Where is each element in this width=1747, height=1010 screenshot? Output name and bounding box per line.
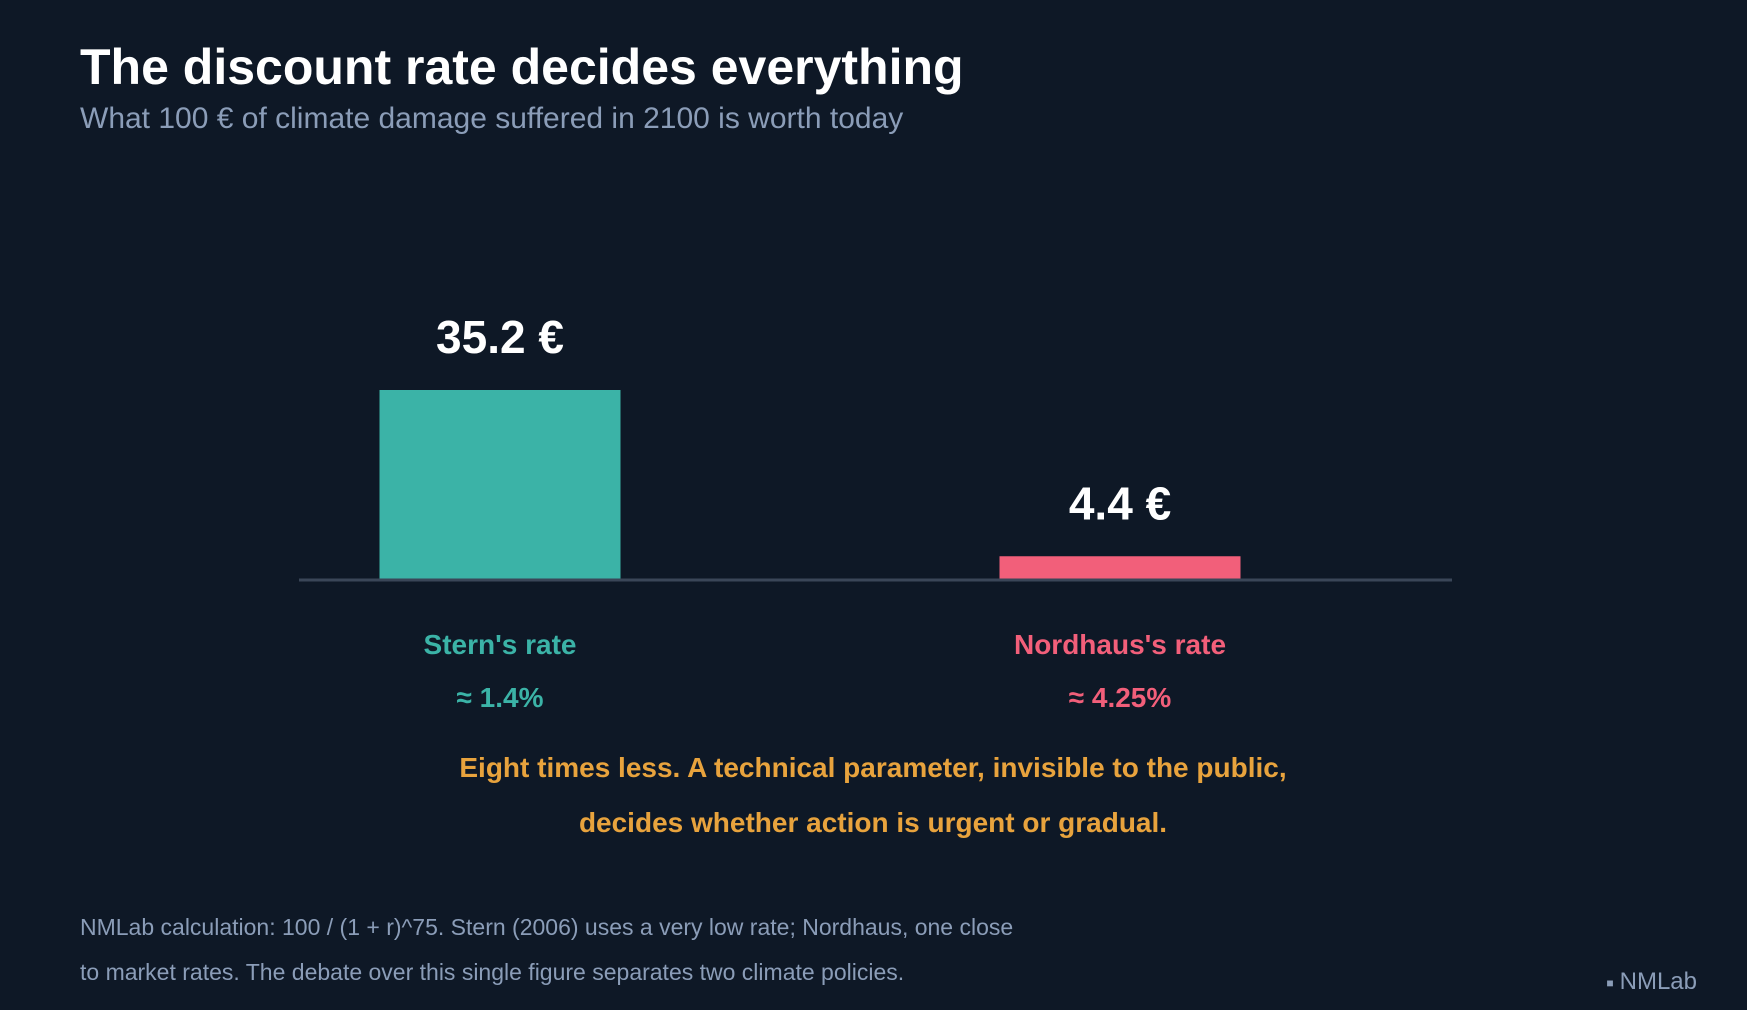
rate-label-nordhaus: ≈ 4.25% xyxy=(1068,682,1172,713)
footnote-line-1: NMLab calculation: 100 / (1 + r)^75. Ste… xyxy=(80,914,1014,940)
brand-name: NMLab xyxy=(1619,968,1697,995)
footnote: NMLab calculation: 100 / (1 + r)^75. Ste… xyxy=(80,905,1013,995)
bar-stern xyxy=(379,390,621,580)
bar-nordhaus xyxy=(999,556,1241,580)
bar-value-label-nordhaus: 4.4 € xyxy=(1069,477,1171,529)
square-bullet-icon: ■ xyxy=(1606,975,1614,990)
footnote-line-2: to market rates. The debate over this si… xyxy=(80,959,905,985)
brand-mark: ■ NMLab xyxy=(1606,968,1697,996)
bar-value-label-stern: 35.2 € xyxy=(436,311,564,363)
rate-label-stern: ≈ 1.4% xyxy=(456,682,544,713)
chart-subtitle: What 100 € of climate damage suffered in… xyxy=(80,102,904,135)
callout-text: Eight times less. A technical parameter,… xyxy=(273,740,1473,850)
category-label-nordhaus: Nordhaus's rate xyxy=(1013,629,1227,660)
callout-line-2: decides whether action is urgent or grad… xyxy=(578,807,1168,838)
category-label-stern: Stern's rate xyxy=(423,629,577,660)
callout-line-1: Eight times less. A technical parameter,… xyxy=(459,752,1287,783)
chart-title: The discount rate decides everything xyxy=(80,39,964,95)
